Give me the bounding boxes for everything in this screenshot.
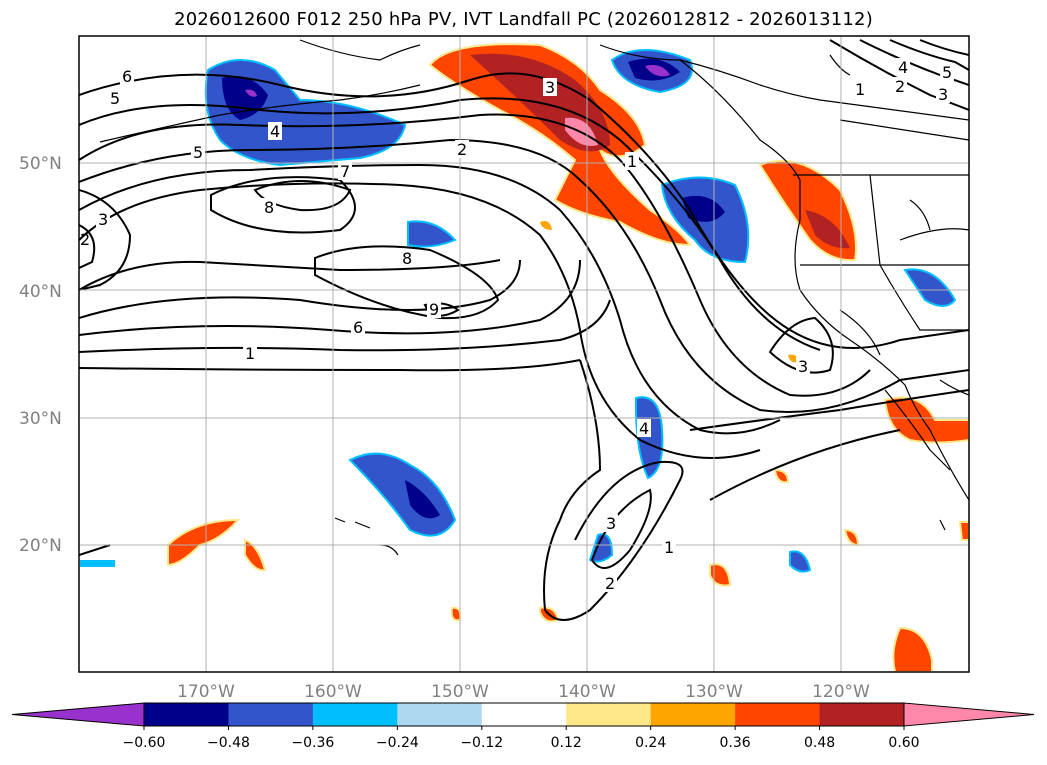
positive-anomaly-region [958, 521, 969, 541]
contour-label: 8 [264, 198, 274, 217]
colorbar-tick-label: −0.24 [376, 735, 419, 751]
contour-label: 4 [898, 58, 908, 77]
colorbar-segments [11, 702, 1035, 727]
colorbar-segment [312, 703, 398, 726]
positive-anomaly-region [428, 43, 692, 247]
lon-label: 160°W [304, 682, 362, 702]
negative-anomaly-region [789, 550, 812, 573]
colorbar-segment [228, 703, 314, 726]
colorbar-segment [397, 703, 483, 726]
positive-anomaly-region [167, 518, 241, 567]
contour-label: 2 [895, 77, 905, 96]
contour-labels: 6 5 4 5 7 8 3 2 8 9 6 1 2 3 [80, 58, 954, 593]
contour-label: 1 [627, 152, 637, 171]
lat-label: 30°N [19, 409, 62, 429]
colorbar-tick-label: −0.12 [460, 735, 503, 751]
colorbar-tick-label: 0.60 [888, 735, 919, 751]
colorbar-tick-label: −0.36 [291, 735, 334, 751]
positive-anomaly-core [805, 210, 850, 249]
negative-anomaly-peak [645, 65, 670, 77]
pv-contours [79, 39, 969, 621]
lon-label: 150°W [431, 682, 489, 702]
positive-anomaly-region [883, 396, 969, 444]
contour-label: 7 [340, 162, 350, 181]
map-frame [78, 35, 970, 673]
contour-label: 2 [605, 574, 615, 593]
contour-label: 6 [353, 318, 363, 337]
contour-label: 4 [639, 419, 649, 438]
lon-label: 130°W [685, 682, 743, 702]
contour-label: 3 [98, 210, 108, 229]
colorbar-segment [144, 703, 229, 726]
contour-label: 2 [80, 230, 90, 249]
lon-label: 170°W [177, 682, 235, 702]
lat-label: 50°N [19, 154, 62, 174]
contour-label: 3 [798, 357, 808, 376]
contour-label: 1 [855, 80, 865, 99]
lon-label: 140°W [558, 682, 616, 702]
negative-anomaly-region [348, 452, 457, 537]
graticule [79, 36, 969, 672]
positive-anomaly-region [540, 221, 552, 230]
coastlines [99, 39, 969, 556]
positive-anomaly-region [788, 354, 798, 363]
contour-label: 4 [270, 122, 280, 141]
contour-label: 9 [429, 300, 439, 319]
colorbar-extend-min [11, 702, 145, 727]
positive-anomaly-region [773, 468, 790, 484]
positive-anomaly-region [892, 626, 933, 672]
negative-anomaly-region [80, 560, 115, 567]
contour-label: 3 [938, 85, 948, 104]
colorbar-tick-label: 0.36 [720, 735, 751, 751]
colorbar-tick-label: −0.60 [123, 735, 166, 751]
contour-label: 1 [664, 538, 674, 557]
contour-label: 3 [606, 514, 616, 533]
lon-label: 120°W [812, 682, 870, 702]
colorbar-frame [143, 702, 905, 727]
positive-anomaly-region [450, 606, 462, 622]
contour-label: 2 [457, 140, 467, 159]
colorbar-tick-label: −0.48 [207, 735, 250, 751]
latitude-labels: 50°N 40°N 30°N 20°N [19, 154, 62, 556]
colorbar: −0.60 −0.48 −0.36 −0.24 −0.12 0.12 0.24 0.36 0.4… [11, 702, 1035, 751]
contour-label: 5 [193, 143, 203, 162]
colorbar-tick-label: 0.24 [635, 735, 666, 751]
contour-label: 1 [245, 344, 255, 363]
contour-label: 5 [942, 63, 952, 82]
negative-anomaly-region [407, 220, 457, 248]
map-title: 2026012600 F012 250 hPa PV, IVT Landfall… [174, 9, 873, 30]
shading-layer [80, 43, 969, 672]
colorbar-ticks: −0.60 −0.48 −0.36 −0.24 −0.12 0.12 0.24 0.36 0.4… [123, 726, 920, 751]
contour-label: 5 [110, 89, 120, 108]
colorbar-segment [566, 703, 652, 726]
lat-label: 40°N [19, 282, 62, 302]
colorbar-segment [481, 703, 567, 726]
negative-anomaly-core [405, 480, 440, 519]
negative-anomaly-region [903, 268, 957, 307]
colorbar-segment [819, 703, 905, 726]
colorbar-segment [735, 703, 821, 726]
contour-label: 3 [545, 78, 555, 97]
colorbar-tick-label: 0.48 [804, 735, 835, 751]
colorbar-tick-label: 0.12 [551, 735, 582, 751]
colorbar-segment [650, 703, 736, 726]
colorbar-extend-max [903, 702, 1035, 727]
lat-label: 20°N [19, 536, 62, 556]
positive-anomaly-region [843, 528, 860, 547]
map-content: 6 5 4 5 7 8 3 2 8 9 6 1 2 3 [79, 36, 969, 672]
contour-label: 6 [122, 67, 132, 86]
contour-label: 8 [402, 249, 412, 268]
positive-anomaly-region [709, 563, 732, 587]
negative-anomaly-peak [245, 89, 257, 97]
longitude-labels: 170°W 160°W 150°W 140°W 130°W 120°W [177, 682, 870, 702]
